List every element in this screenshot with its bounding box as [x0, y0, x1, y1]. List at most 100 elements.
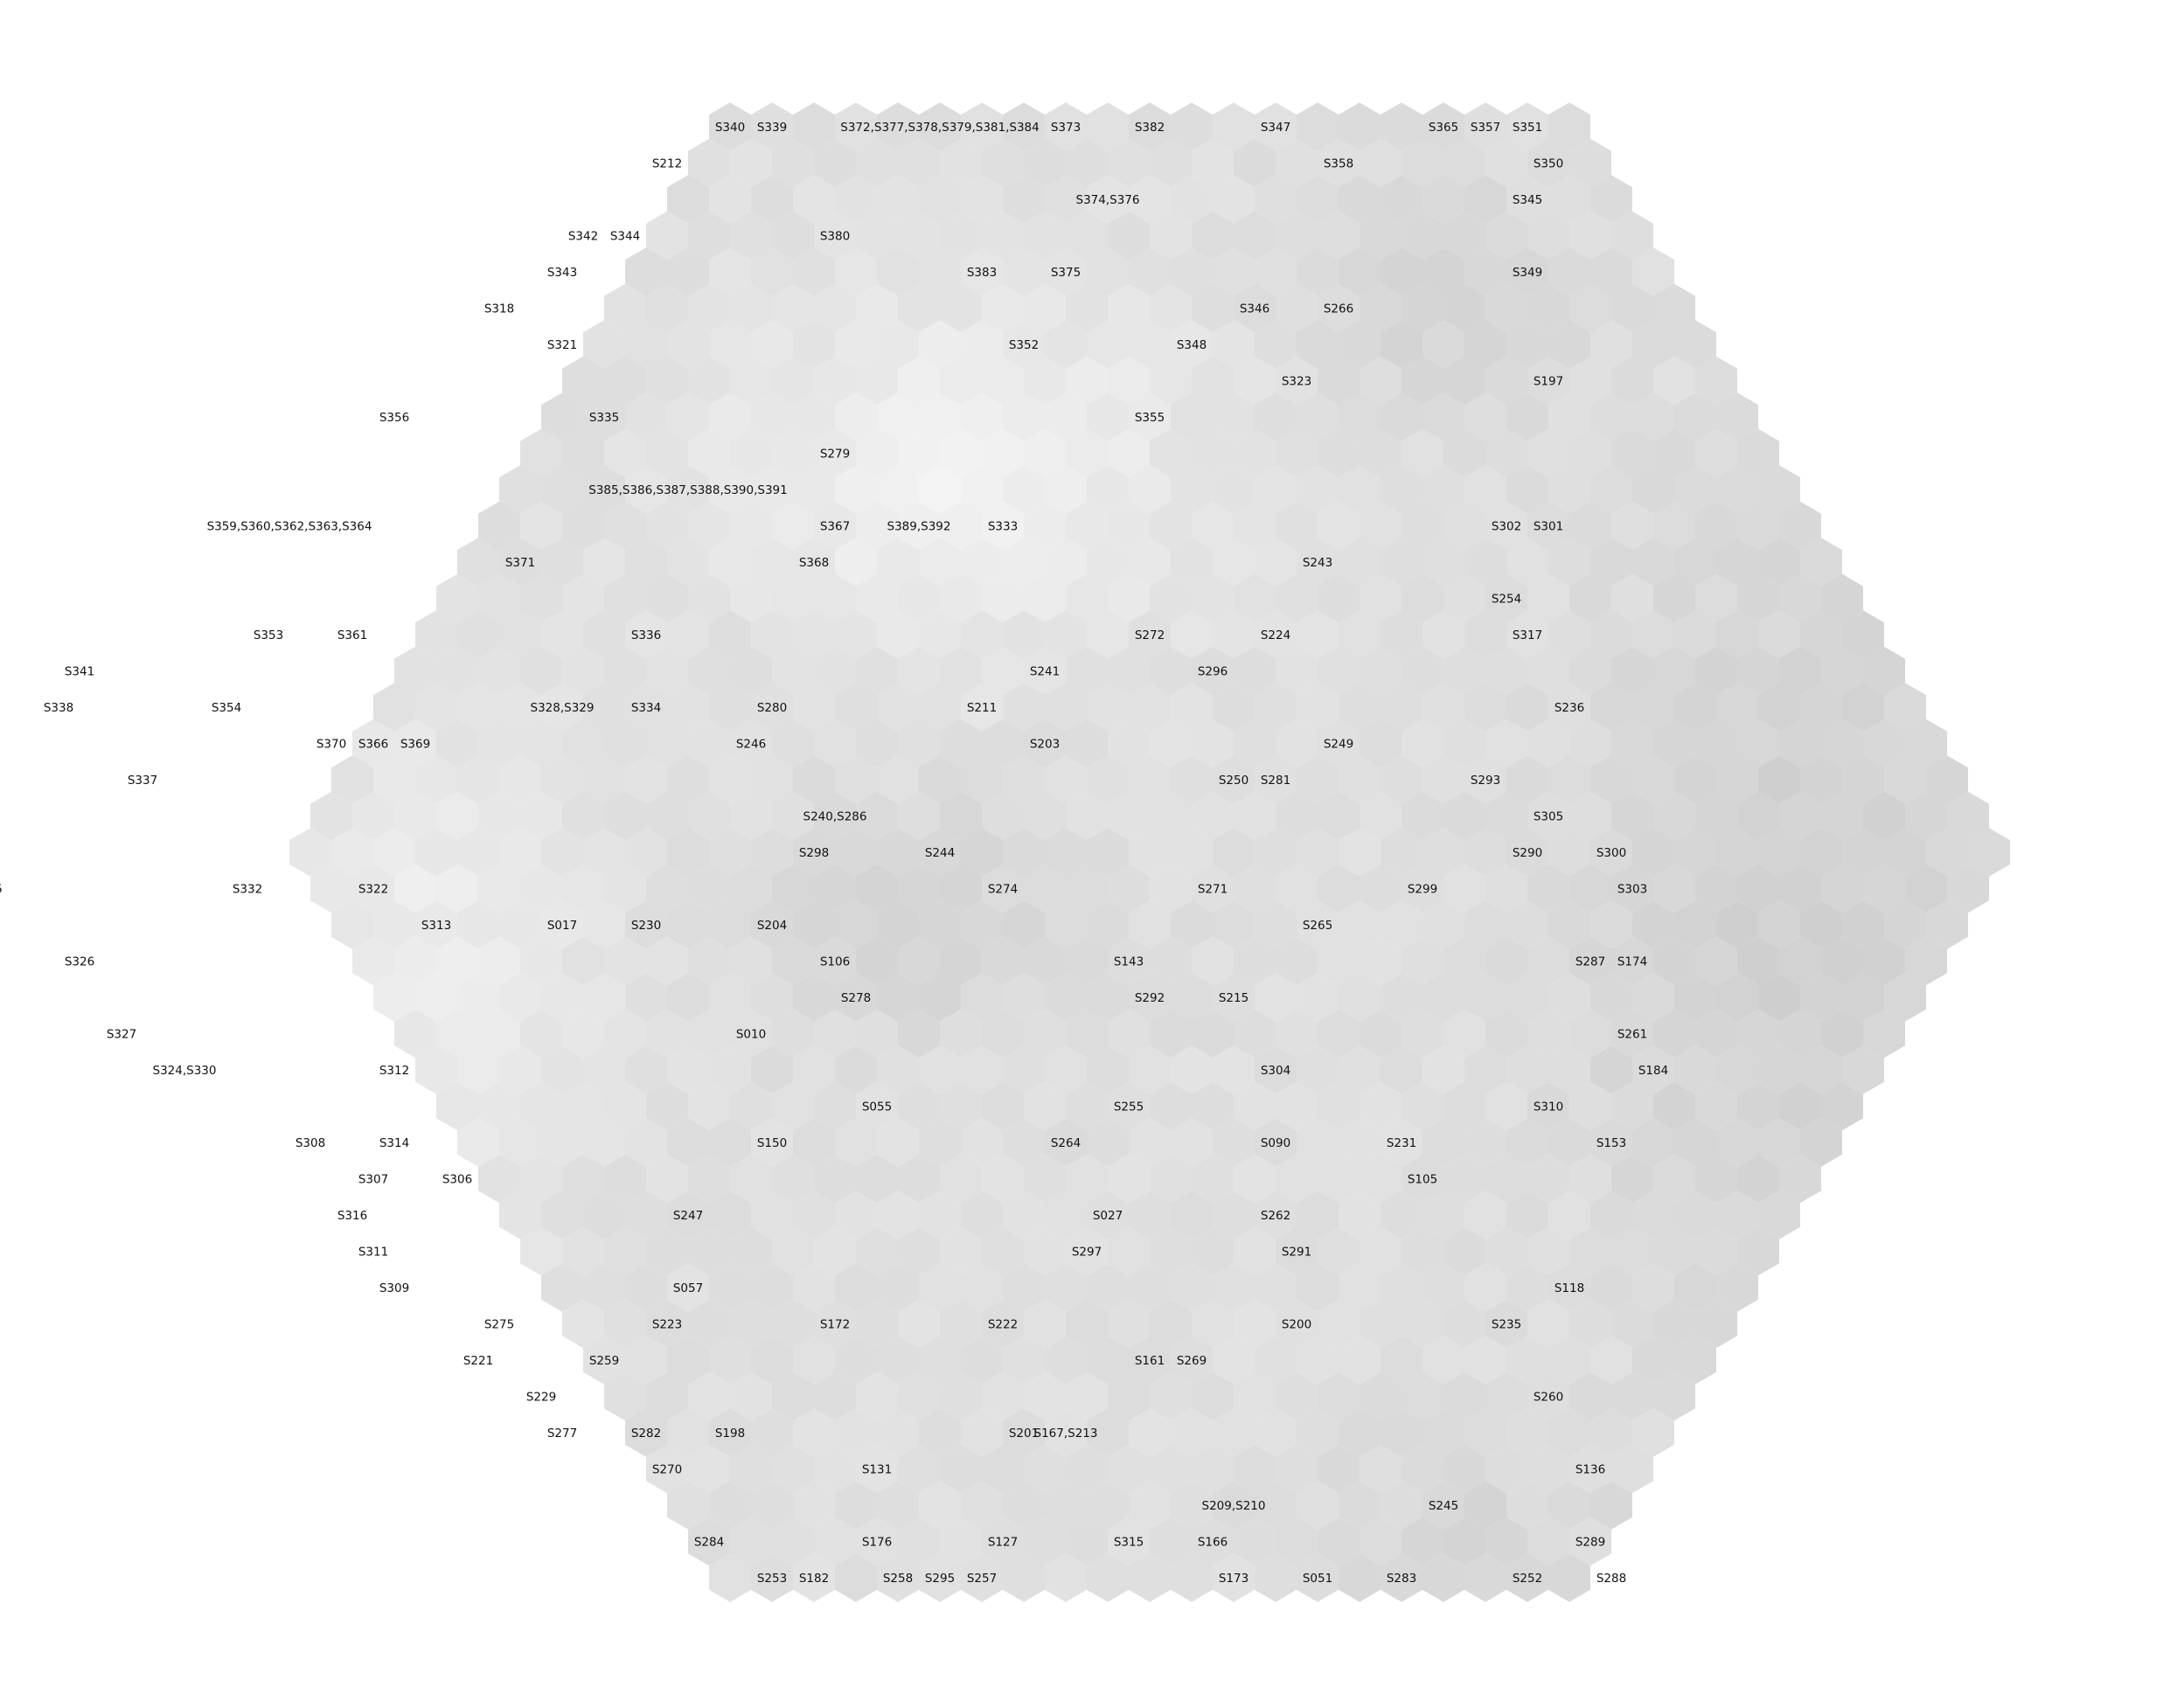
som-cell: [835, 320, 877, 369]
som-cell: [1255, 320, 1297, 369]
som-cell: [1821, 936, 1863, 986]
som-cell: [1150, 864, 1192, 913]
som-cell: [1003, 247, 1045, 296]
som-cell: [877, 392, 919, 441]
node-label: S275: [484, 1318, 514, 1332]
som-cell: [1674, 465, 1716, 514]
som-cell: [1590, 900, 1632, 949]
som-cell: [1297, 1553, 1339, 1602]
som-cell: [940, 1154, 982, 1204]
som-cell: [751, 610, 793, 659]
som-cell: [835, 828, 877, 877]
node-label: S253: [757, 1572, 787, 1586]
node-label: S340: [715, 121, 745, 135]
som-cell: [982, 1154, 1024, 1204]
som-cell: [541, 1118, 583, 1167]
som-cell: [1548, 1045, 1590, 1094]
som-cell: [1360, 501, 1402, 551]
som-cell: [457, 973, 499, 1022]
node-label: S324,S330: [153, 1064, 217, 1078]
som-cell: [1464, 1045, 1506, 1094]
som-cell: [1653, 283, 1695, 333]
som-cell: [1381, 538, 1422, 587]
som-cell: [478, 719, 520, 768]
som-cell: [1276, 719, 1318, 768]
som-cell: [1297, 973, 1339, 1022]
som-cell: [1422, 538, 1464, 587]
som-cell: [1590, 610, 1632, 659]
som-cell: [877, 1045, 919, 1094]
node-label: S283: [1387, 1572, 1416, 1586]
som-cell: [1234, 1226, 1276, 1276]
som-cell: [457, 1045, 499, 1094]
som-cell: [1129, 392, 1171, 441]
som-cell: [1863, 1009, 1905, 1059]
som-cell: [1821, 646, 1863, 696]
som-cell: [1422, 175, 1464, 224]
som-cell: [1045, 102, 1087, 151]
som-cell: [982, 646, 1024, 696]
som-cell: [1255, 828, 1297, 877]
som-cell: [709, 538, 751, 587]
som-cell: [982, 1517, 1024, 1566]
som-cell: [457, 610, 499, 659]
som-cell: [1443, 138, 1485, 188]
som-cell: [1234, 1299, 1276, 1349]
som-cell: [1548, 538, 1590, 587]
som-cell: [1381, 755, 1422, 804]
som-cell: [625, 465, 667, 514]
som-cell: [1255, 175, 1297, 224]
som-cell: [856, 1009, 898, 1059]
som-cell: [835, 900, 877, 949]
som-cell: [1506, 1263, 1548, 1312]
som-cell: [583, 973, 625, 1022]
som-cell: [1318, 864, 1360, 913]
som-cell: [1674, 1191, 1716, 1239]
som-cell: [1045, 320, 1087, 369]
node-label: S230: [631, 919, 661, 933]
node-label: S255: [1114, 1100, 1144, 1114]
som-cell: [961, 247, 1003, 296]
som-cell: [1213, 1045, 1255, 1094]
som-cell: [1737, 936, 1779, 986]
som-cell: [730, 211, 772, 260]
som-cell: [940, 864, 982, 913]
som-cell: [1402, 646, 1443, 696]
som-cell: [1213, 465, 1255, 514]
som-cell: [583, 1263, 625, 1312]
node-label: S167,S213: [1034, 1427, 1098, 1441]
som-cell: [394, 864, 436, 913]
som-cell: [1758, 755, 1800, 804]
som-cell: [1276, 936, 1318, 986]
som-cell: [919, 1045, 961, 1094]
som-cell: [835, 1263, 877, 1312]
som-cell: [1213, 247, 1255, 296]
som-cell: [1485, 211, 1527, 260]
som-cell: [1108, 428, 1150, 478]
som-cell: [814, 864, 856, 913]
node-label: S322: [358, 883, 388, 897]
som-cell: [1527, 428, 1569, 478]
som-cell: [1360, 864, 1402, 913]
som-cell: [1402, 501, 1443, 551]
som-cell: [1003, 175, 1045, 224]
som-cell: [1758, 1045, 1800, 1094]
node-label: S249: [1324, 738, 1353, 752]
som-cell: [1234, 1444, 1276, 1494]
som-cell: [1611, 791, 1653, 841]
som-cell: [709, 247, 751, 296]
som-cell: [814, 1517, 856, 1566]
som-cell: [751, 392, 793, 441]
som-cell: [898, 1371, 940, 1421]
som-cell: [1653, 428, 1695, 478]
som-cell: [1129, 320, 1171, 369]
som-cell: [1045, 828, 1087, 877]
som-cell: [625, 900, 667, 949]
som-cell: [667, 1336, 709, 1385]
som-cell: [499, 465, 541, 514]
som-cell: [751, 828, 793, 877]
som-cell: [415, 973, 457, 1022]
som-cell: [1443, 573, 1485, 623]
som-cell: [982, 1371, 1024, 1421]
som-cell: [1213, 900, 1255, 949]
